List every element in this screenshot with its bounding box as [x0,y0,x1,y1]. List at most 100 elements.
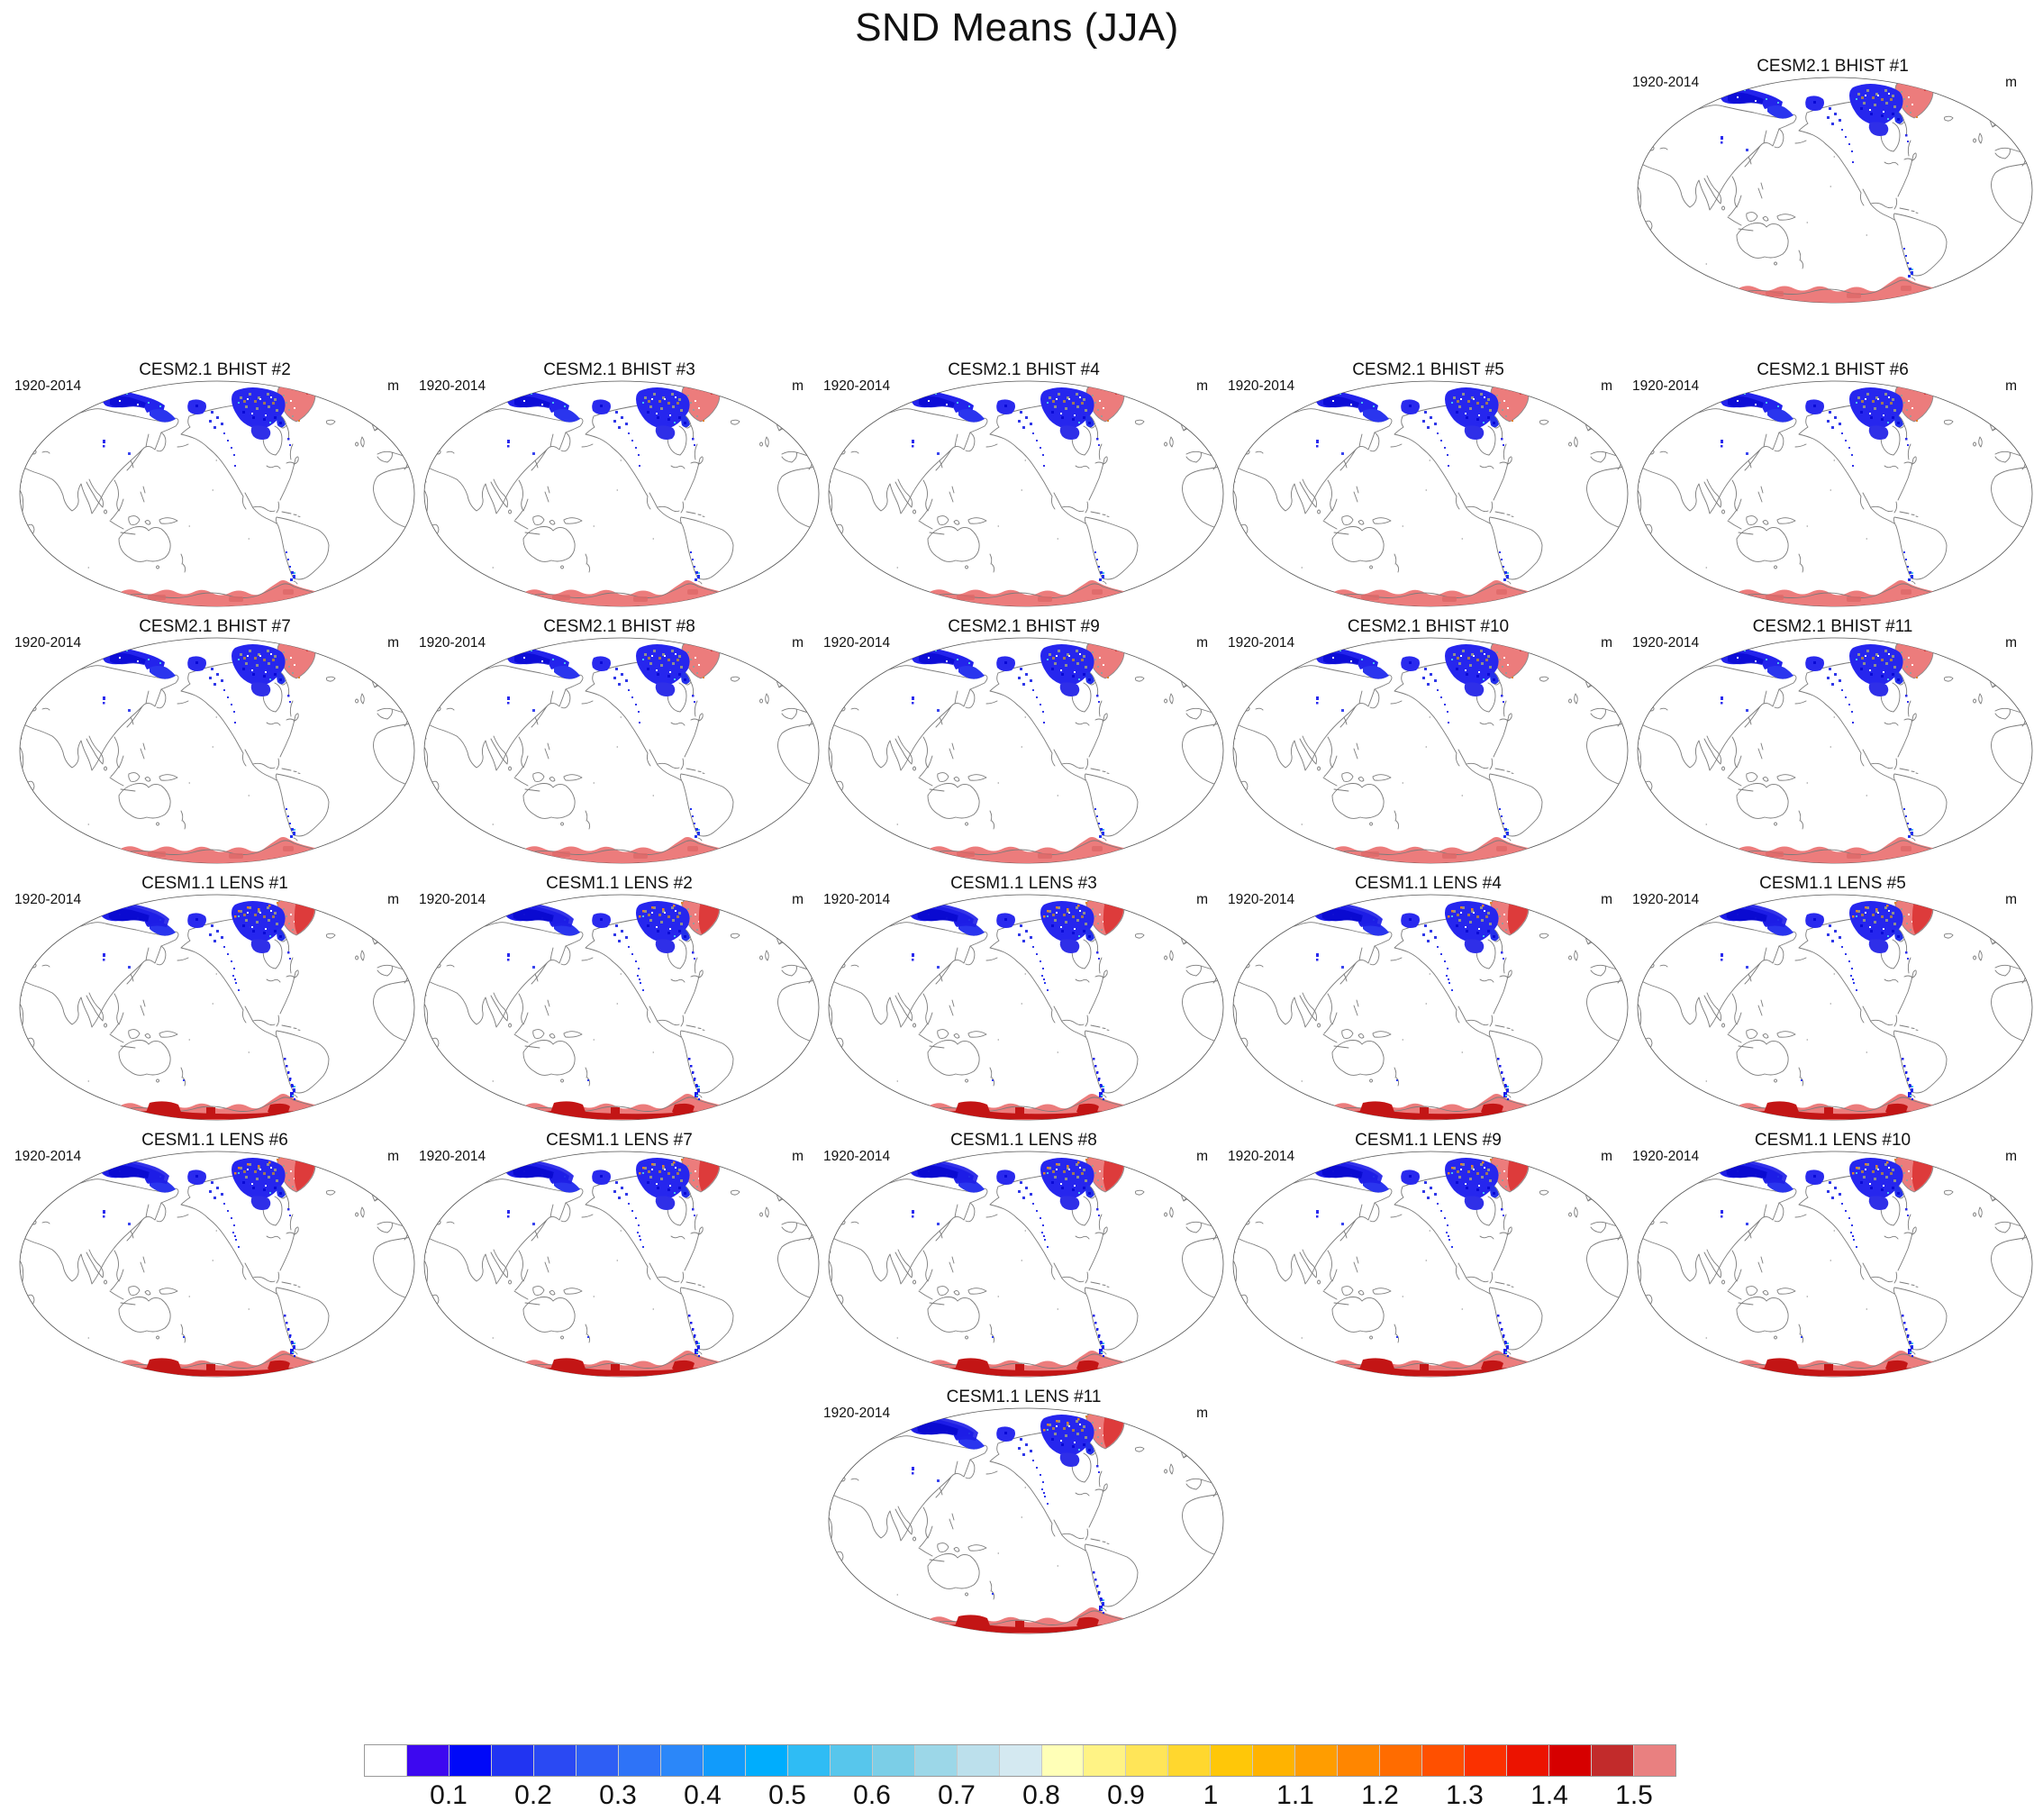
map-panel: CESM1.1 LENS #3 1920-2014 m [822,875,1226,1130]
base-map-use [1630,1151,2034,1379]
colorbar-cell [1465,1745,1508,1776]
world-map [822,1145,1226,1379]
colorbar-cell [618,1745,661,1776]
colorbar-cell [1295,1745,1339,1776]
base-map-use [822,1407,1226,1636]
colorbar-cell [406,1745,449,1776]
panel-period: 1920-2014 [14,378,82,394]
panel-unit: m [2005,378,2017,394]
colorbar-cells [364,1744,1676,1777]
base-map-use [1630,380,2034,609]
colorbar-tick-label: 0.7 [938,1780,976,1810]
panel-unit: m [792,635,804,651]
panel-title: CESM2.1 BHIST #2 [139,360,291,379]
panel-title: CESM2.1 BHIST #4 [948,360,1100,379]
panel-period: 1920-2014 [1632,1149,1700,1164]
colorbar-cell [1041,1745,1085,1776]
map-panel: CESM2.1 BHIST #8 1920-2014 m [417,618,822,873]
map-panel: CESM1.1 LENS #8 1920-2014 m [822,1132,1226,1387]
colorbar-tick-label: 0.6 [853,1780,891,1810]
panel-unit: m [1196,635,1208,651]
panel-period: 1920-2014 [1632,378,1700,394]
panel-title: CESM1.1 LENS #4 [1355,874,1502,893]
base-map-use [13,894,417,1123]
panel-unit: m [1601,635,1612,651]
base-map-use [1630,637,2034,866]
colorbar-cell [787,1745,831,1776]
world-map [417,632,822,866]
world-map [13,375,417,609]
colorbar-tick-label: 0.4 [684,1780,722,1810]
colorbar-tick-label: 1 [1203,1780,1219,1810]
panel-unit: m [1196,1149,1208,1164]
colorbar-cell [957,1745,1000,1776]
base-map-use [1630,77,2034,305]
world-map [822,632,1226,866]
world-map [13,1145,417,1379]
base-map-use [1226,637,1630,866]
base-map-use [13,637,417,866]
panel-unit: m [387,635,399,651]
world-map [13,632,417,866]
panel-unit: m [792,1149,804,1164]
colorbar-cell [1634,1745,1676,1776]
panel-period: 1920-2014 [823,378,891,394]
map-panel: CESM2.1 BHIST #1 1920-2014 m [1630,58,2034,313]
base-map-use [1630,894,2034,1123]
world-map [417,375,822,609]
base-map-use [822,637,1226,866]
panel-title: CESM2.1 BHIST #1 [1757,57,1909,76]
colorbar-tick-label: 1.4 [1530,1780,1568,1810]
world-map [822,375,1226,609]
map-panel: CESM2.1 BHIST #10 1920-2014 m [1226,618,1630,873]
panel-title: CESM1.1 LENS #8 [950,1131,1097,1150]
panel-title: CESM1.1 LENS #2 [546,874,693,893]
panel-unit: m [792,378,804,394]
panel-period: 1920-2014 [1632,75,1700,90]
panel-title: CESM1.1 LENS #3 [950,874,1097,893]
panel-title: CESM2.1 BHIST #9 [948,617,1100,636]
colorbar-tick-label: 0.1 [430,1780,468,1810]
map-panel: CESM2.1 BHIST #3 1920-2014 m [417,361,822,616]
world-map [13,888,417,1123]
colorbar-tick-label: 0.9 [1107,1780,1145,1810]
panel-unit: m [2005,75,2017,90]
world-map [417,888,822,1123]
colorbar-cell [1126,1745,1169,1776]
figure-title: SND Means (JJA) [855,5,1179,50]
panel-unit: m [387,1149,399,1164]
panels-grid: CESM2.1 BHIST #1 1920-2014 m CESM2.1 BHI… [13,58,2034,1645]
colorbar-cell [365,1745,407,1776]
panel-title: CESM1.1 LENS #1 [141,874,288,893]
world-map [1226,1145,1630,1379]
base-map-use [417,380,822,609]
world-map [1226,632,1630,866]
panel-title: CESM2.1 BHIST #5 [1352,360,1504,379]
colorbar-cell [491,1745,534,1776]
map-panel: CESM2.1 BHIST #5 1920-2014 m [1226,361,1630,616]
colorbar-tick-label: 1.2 [1361,1780,1399,1810]
panel-period: 1920-2014 [1228,635,1295,651]
panel-title: CESM1.1 LENS #7 [546,1131,693,1150]
colorbar-tick-label: 0.5 [768,1780,806,1810]
panel-title: CESM2.1 BHIST #11 [1752,617,1913,636]
panel-unit: m [387,892,399,907]
colorbar-cell [1592,1745,1635,1776]
map-panel: CESM2.1 BHIST #2 1920-2014 m [13,361,417,616]
map-panel: CESM1.1 LENS #7 1920-2014 m [417,1132,822,1387]
map-panel: CESM1.1 LENS #6 1920-2014 m [13,1132,417,1387]
base-map-use [13,1151,417,1379]
panel-period: 1920-2014 [823,635,891,651]
map-panel: CESM2.1 BHIST #6 1920-2014 m [1630,361,2034,616]
panel-unit: m [1196,1406,1208,1421]
panel-title: CESM1.1 LENS #11 [946,1388,1102,1406]
base-map-use [417,894,822,1123]
map-panel: CESM1.1 LENS #1 1920-2014 m [13,875,417,1130]
colorbar-tick-label: 1.5 [1615,1780,1653,1810]
world-map [1226,375,1630,609]
panel-title: CESM2.1 BHIST #8 [543,617,695,636]
panel-title: CESM2.1 BHIST #3 [543,360,695,379]
colorbar-tick-label: 1.3 [1446,1780,1484,1810]
map-panel: CESM2.1 BHIST #9 1920-2014 m [822,618,1226,873]
colorbar-tick-label: 0.3 [599,1780,637,1810]
